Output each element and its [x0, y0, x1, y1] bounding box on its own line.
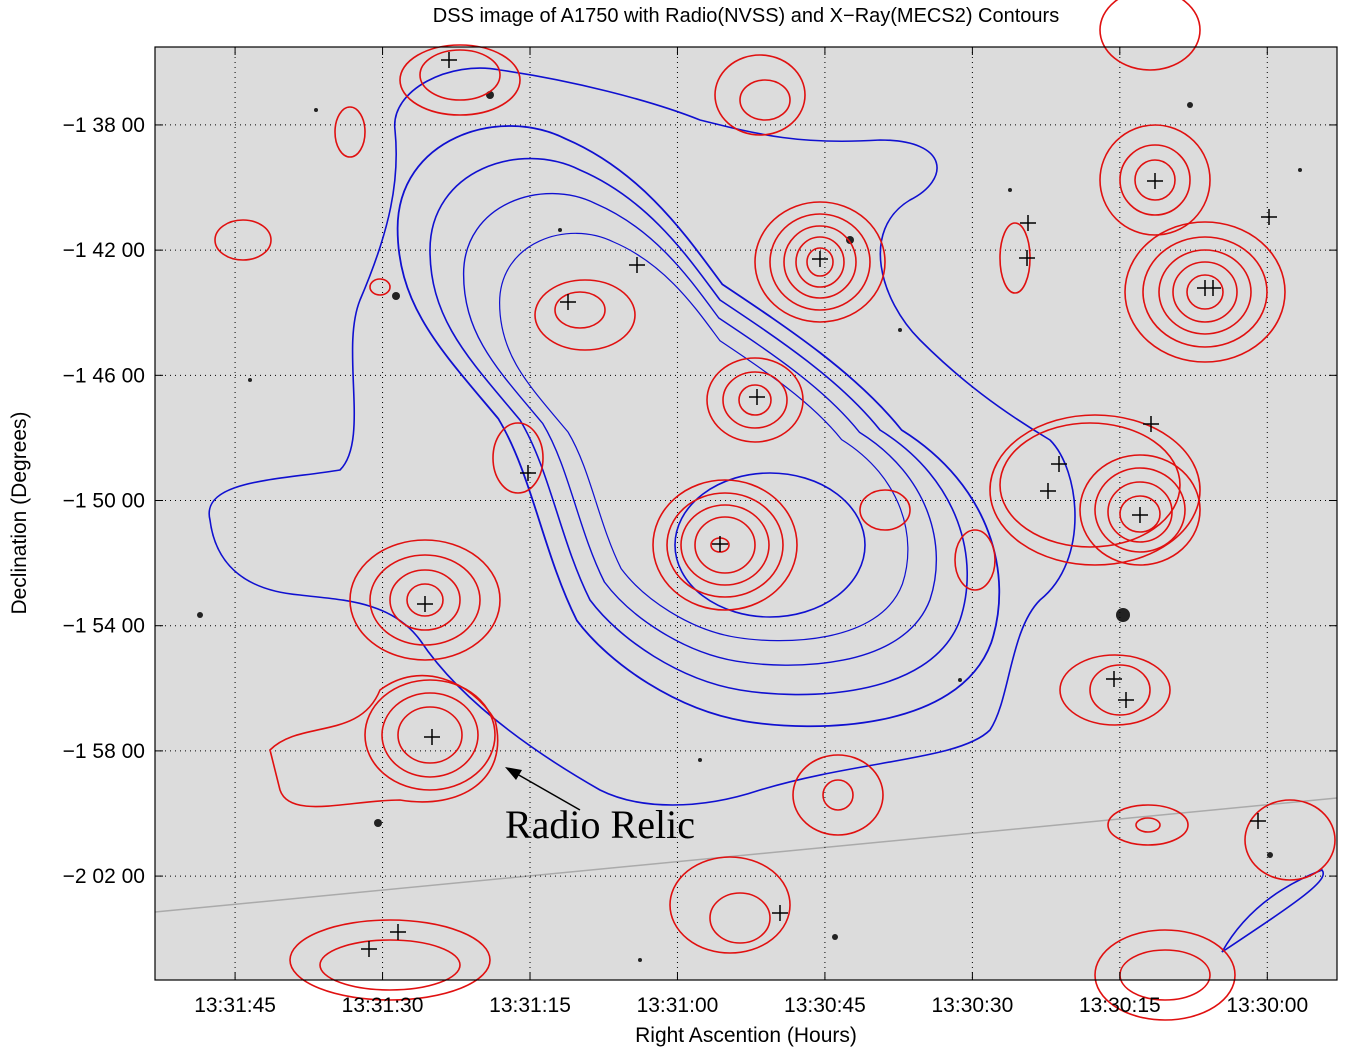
satellite-trail: [154, 797, 1338, 913]
x-tick-label: 13:30:30: [932, 994, 1014, 1017]
y-tick-label: −1 58 00: [63, 740, 145, 763]
y-tick-label: −2 02 00: [63, 865, 145, 888]
x-tick-label: 13:31:30: [342, 994, 424, 1017]
annotation-arrow: [509, 769, 581, 811]
x-tick-label: 13:31:45: [194, 994, 276, 1017]
y-tick-label: −1 54 00: [63, 615, 145, 638]
plot-frame: [154, 46, 1338, 981]
y-tick-label: −1 42 00: [63, 239, 145, 262]
x-tick-label: 13:30:00: [1226, 994, 1308, 1017]
x-tick-label: 13:31:00: [637, 994, 719, 1017]
source-markers: [361, 52, 1277, 957]
y-tick-label: −1 38 00: [63, 114, 145, 137]
x-tick-label: 13:30:45: [784, 994, 866, 1017]
y-axis-label: Declination (Degrees): [8, 411, 31, 614]
annotation-arrowhead: [505, 767, 522, 780]
annotation: Radio Relic: [505, 802, 695, 847]
radio-contours: [214, 0, 1336, 1021]
chart-title: DSS image of A1750 with Radio(NVSS) and …: [433, 5, 1059, 27]
y-tick-label: −1 46 00: [63, 364, 145, 387]
x-axis-label: Right Ascention (Hours): [635, 1024, 857, 1047]
xray-contours: [208, 67, 1324, 953]
x-tick-label: 13:31:15: [489, 994, 571, 1017]
y-tick-label: −1 50 00: [63, 490, 145, 513]
x-tick-label: 13:30:15: [1079, 994, 1161, 1017]
